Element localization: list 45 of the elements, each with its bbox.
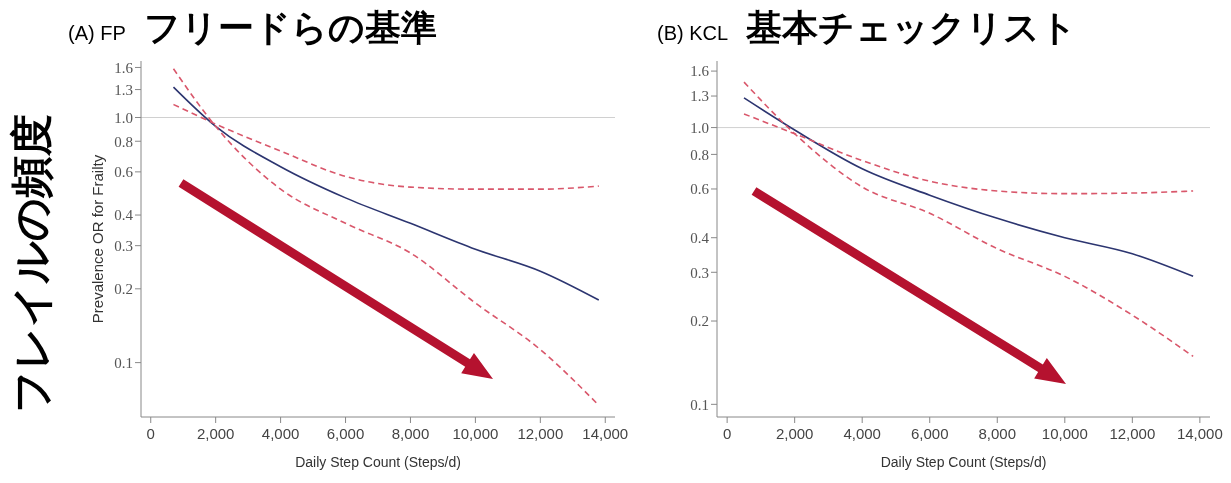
x-tick-label: 10,000 (1041, 425, 1088, 442)
y-tick-label: 1.3 (690, 88, 709, 105)
chart-title: フリードらの基準 (143, 6, 437, 50)
y-tick-label: 1.0 (114, 109, 133, 126)
x-axis-title: Daily Step Count (Steps/d) (880, 454, 1047, 470)
line-series (172, 86, 600, 301)
text: フレイルの頻度 (7, 113, 56, 413)
y-tick-label: 0.2 (690, 313, 709, 330)
chart-subtitle: (B) KCL (657, 22, 729, 45)
y-tick-label: 1.3 (114, 81, 133, 98)
line-series (743, 97, 1194, 278)
x-tick-label: 10,000 (452, 425, 499, 442)
x-tick-label: 8,000 (978, 425, 1017, 442)
y-tick-label: 1.0 (690, 119, 709, 136)
x-tick-label: 12,000 (517, 425, 564, 442)
chart-title: 基本チェックリスト (746, 6, 1078, 50)
x-tick-label: 8,000 (391, 425, 430, 442)
y-tick-label: 0.3 (690, 264, 709, 281)
y-tick-label: 0.8 (690, 146, 709, 163)
y-tick-label: 1.6 (690, 63, 710, 80)
x-tick-label: 0 (146, 425, 155, 442)
y-tick-label: 0.3 (114, 237, 133, 254)
x-tick-label: 4,000 (843, 425, 881, 442)
y-axis-title: Prevalence OR for Frailty (89, 154, 107, 324)
x-tick-label: 0 (722, 425, 732, 442)
y-tick-label: 0.4 (114, 207, 134, 224)
y-tick-label: 0.4 (690, 230, 710, 247)
y-tick-label: 0.6 (690, 181, 710, 198)
x-tick-label: 14,000 (1176, 425, 1223, 442)
y-tick-label: 0.6 (114, 164, 134, 181)
x-tick-label: 14,000 (582, 425, 629, 442)
y-tick-label: 1.6 (114, 59, 134, 76)
x-axis-title: Daily Step Count (Steps/d) (295, 454, 461, 470)
x-tick-label: 2,000 (775, 425, 814, 442)
y-tick-label: 0.2 (114, 281, 133, 298)
y-tick-label: 0.8 (114, 133, 133, 150)
x-tick-label: 2,000 (196, 425, 235, 442)
chart-subtitle: (A) FP (68, 22, 126, 45)
y-tick-label: 0.1 (114, 354, 133, 371)
y-tick-label: 0.1 (690, 396, 709, 413)
x-tick-label: 4,000 (261, 425, 300, 442)
x-tick-label: 6,000 (910, 425, 949, 442)
x-tick-label: 6,000 (326, 425, 365, 442)
line-series (743, 81, 1194, 358)
x-tick-label: 12,000 (1109, 425, 1156, 442)
